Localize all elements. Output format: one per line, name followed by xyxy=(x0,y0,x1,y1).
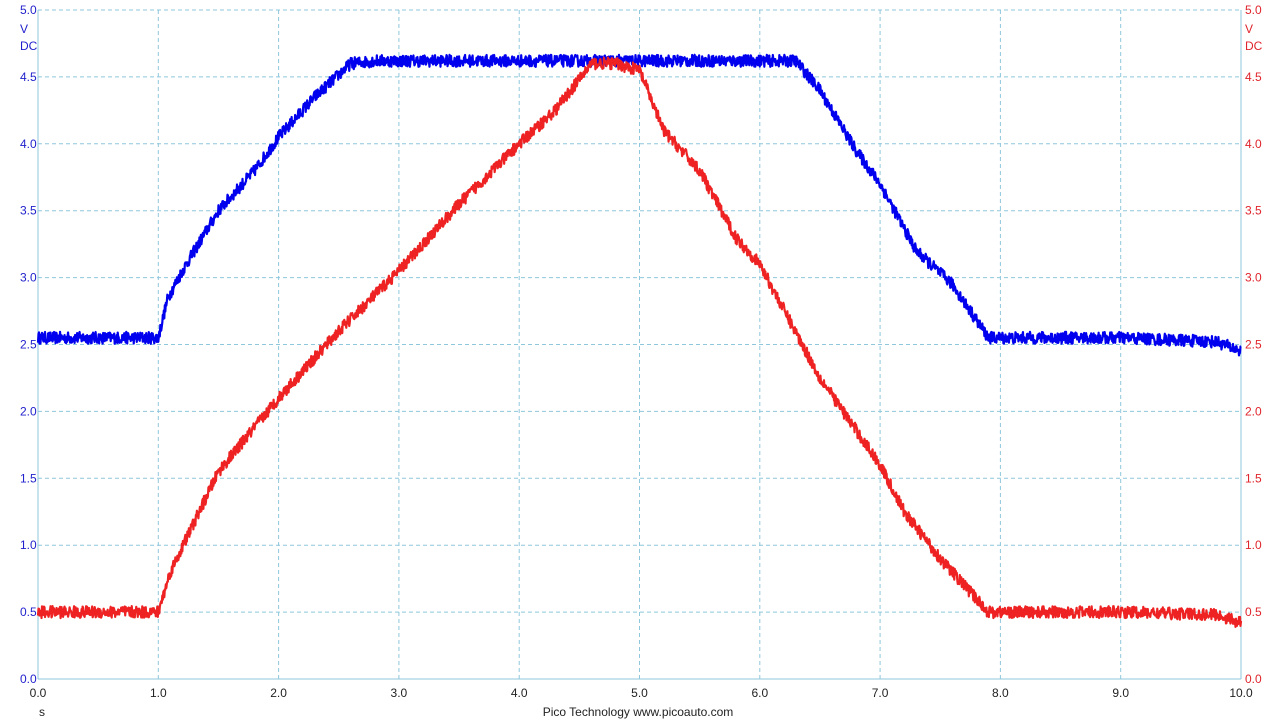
left-y-tick-label: 4.5 xyxy=(20,70,37,84)
x-axis-unit: s xyxy=(39,705,45,719)
x-axis: 0.0 1.0 2.0 3.0 4.0 5.0 6.0 7.0 8.0 9.0 10.0 xyxy=(30,686,1253,700)
right-y-tick-label: 0.0 xyxy=(1245,672,1262,686)
left-y-tick-label: 1.0 xyxy=(20,538,37,552)
left-y-tick-label: 0.5 xyxy=(20,605,37,619)
x-tick-label: 2.0 xyxy=(270,686,287,700)
left-y-tick-label: 0.0 xyxy=(20,672,37,686)
x-tick-label: 10.0 xyxy=(1229,686,1253,700)
right-y-tick-label: 0.5 xyxy=(1245,605,1262,619)
left-axis-unit: V xyxy=(20,22,28,36)
grid xyxy=(37,9,1242,680)
right-axis-coupling: DC xyxy=(1245,39,1263,53)
trace-right xyxy=(36,56,1243,628)
x-tick-label: 3.0 xyxy=(391,686,408,700)
left-axis-coupling: DC xyxy=(20,39,38,53)
x-tick-label: 0.0 xyxy=(30,686,47,700)
right-y-tick-label: 2.0 xyxy=(1245,404,1262,418)
right-axis-unit: V xyxy=(1245,22,1253,36)
x-tick-label: 6.0 xyxy=(751,686,768,700)
left-y-tick-label: 4.0 xyxy=(20,137,37,151)
left-y-tick-label: 2.0 xyxy=(20,404,37,418)
left-y-tick-label: 3.5 xyxy=(20,204,37,218)
x-tick-label: 7.0 xyxy=(872,686,889,700)
right-y-tick-label: 3.5 xyxy=(1245,204,1262,218)
right-y-tick-label: 5.0 xyxy=(1245,3,1262,17)
left-axis: 0.0 0.5 1.0 1.5 2.0 2.5 3.0 3.5 4.0 4.5 5.0 xyxy=(20,3,37,686)
footer-credit: Pico Technology www.picoauto.com xyxy=(543,705,734,719)
x-tick-label: 5.0 xyxy=(631,686,648,700)
left-y-tick-label: 5.0 xyxy=(20,3,37,17)
right-y-tick-label: 4.0 xyxy=(1245,137,1262,151)
right-y-tick-label: 3.0 xyxy=(1245,271,1262,285)
left-y-tick-label: 1.5 xyxy=(20,471,37,485)
x-tick-label: 4.0 xyxy=(511,686,528,700)
x-tick-label: 8.0 xyxy=(992,686,1009,700)
x-tick-label: 9.0 xyxy=(1112,686,1129,700)
left-y-tick-label: 3.0 xyxy=(20,271,37,285)
right-y-tick-label: 2.5 xyxy=(1245,338,1262,352)
right-y-tick-label: 4.5 xyxy=(1245,70,1262,84)
left-y-tick-label: 2.5 xyxy=(20,338,37,352)
x-tick-label: 1.0 xyxy=(150,686,167,700)
traces xyxy=(36,53,1243,628)
right-axis: 0.0 0.5 1.0 1.5 2.0 2.5 3.0 3.5 4.0 4.5 5.0 xyxy=(1245,3,1262,686)
right-y-tick-label: 1.5 xyxy=(1245,471,1262,485)
right-y-tick-label: 1.0 xyxy=(1245,538,1262,552)
trace-left xyxy=(36,53,1242,357)
